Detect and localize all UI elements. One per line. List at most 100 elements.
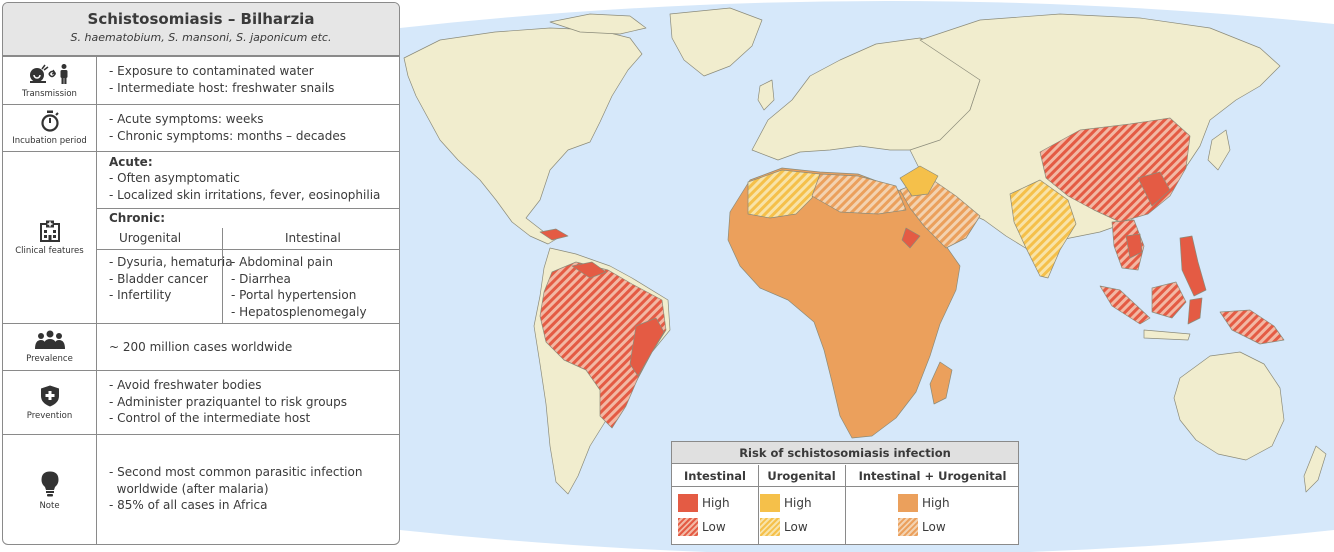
legend-high-label: High: [784, 496, 812, 510]
legend-both-high: High: [898, 494, 950, 512]
clinical-content: Acute: - Often asymptomatic - Localized …: [97, 152, 399, 323]
acute-line: - Often asymptomatic: [109, 171, 240, 185]
intestinal-line: - Hepatosplenomegaly: [231, 304, 367, 319]
brazil-high-zone: [629, 317, 665, 377]
note-line: - Second most common parasitic infection: [109, 465, 363, 479]
australia: [1173, 351, 1285, 461]
swatch-both-high: [898, 494, 918, 512]
legend-column-headers: Intestinal Urogenital Intestinal + Uroge…: [672, 465, 1018, 487]
urogenital-list: - Dysuria, hematuria - Bladder cancer - …: [109, 254, 233, 304]
sulawesi: [1187, 297, 1203, 325]
brazil-intestinal-zone: [539, 261, 667, 429]
legend-low-label: Low: [702, 520, 726, 534]
legend-high-label: High: [702, 496, 730, 510]
incubation-row: Incubation period - Acute symptoms: week…: [3, 104, 399, 151]
transmission-line: - Exposure to contaminated water: [109, 64, 314, 78]
middle-east-urogenital-high: [899, 165, 939, 197]
urogenital-line: - Infertility: [109, 288, 172, 302]
swatch-intestinal-high: [678, 494, 698, 512]
intestinal-list: - Abdominal pain - Diarrhea - Portal hyp…: [231, 254, 367, 320]
swatch-urogenital-high: [760, 494, 780, 512]
clinical-label: Clinical features: [15, 245, 84, 256]
incubation-label: Incubation period: [12, 136, 87, 146]
transmission-content: - Exposure to contaminated water - Inter…: [97, 57, 399, 104]
transmission-icon-cell: Transmission: [3, 57, 97, 104]
card-title: Schistosomiasis – Bilharzia: [87, 10, 315, 28]
transmission-label: Transmission: [22, 88, 77, 99]
transmission-row: Transmission - Exposure to contaminated …: [3, 56, 399, 104]
legend-col-both: Intestinal + Urogenital: [858, 469, 1007, 483]
legend-col-urogenital: Urogenital: [767, 469, 836, 483]
intestinal-heading: Intestinal: [285, 231, 341, 245]
swatch-urogenital-low: [760, 518, 780, 536]
swatch-intestinal-low: [678, 518, 698, 536]
legend-urogenital-high: High: [760, 494, 812, 512]
chronic-heading: Chronic:: [109, 211, 166, 225]
philippines: [1179, 235, 1207, 297]
borneo: [1151, 281, 1187, 319]
venezuela-high-zone: [571, 261, 607, 279]
intestinal-line: - Portal hypertension: [231, 288, 357, 302]
legend-both-low: Low: [898, 518, 946, 536]
map-legend: Risk of schistosomiasis infection Intest…: [671, 441, 1019, 545]
clinical-row: Clinical features Acute: - Often asympto…: [3, 151, 399, 323]
people-icon: [34, 330, 65, 349]
prevention-content: - Avoid freshwater bodies - Administer p…: [97, 371, 399, 434]
japan: [1207, 129, 1231, 171]
shield-cross-icon: [40, 385, 59, 406]
hospital-icon: [39, 220, 60, 242]
caribbean-region: [539, 228, 569, 241]
acute-list: - Often asymptomatic - Localized skin ir…: [109, 170, 380, 203]
prevention-row: Prevention - Avoid freshwater bodies - A…: [3, 370, 399, 434]
note-line: - 85% of all cases in Africa: [109, 498, 268, 512]
north-africa-both-low: [811, 173, 907, 215]
intestinal-line: - Diarrhea: [231, 271, 291, 286]
india-urogenital-low: [1009, 179, 1077, 279]
prevalence-content: ~ 200 million cases worldwide: [97, 324, 399, 370]
card-subtitle: S. haematobium, S. mansoni, S. japonicum…: [70, 31, 332, 44]
stopwatch-icon: [40, 110, 59, 132]
africa: [727, 167, 961, 439]
note-line: worldwide (after malaria): [109, 481, 269, 496]
snail-person-icon: [29, 63, 67, 84]
intestinal-line: - Abdominal pain: [231, 255, 333, 269]
prevention-icon-cell: Prevention: [3, 371, 97, 434]
china-high-zone: [1137, 171, 1171, 207]
prevention-label: Prevention: [26, 410, 73, 421]
info-card: Schistosomiasis – Bilharzia S. haematobi…: [2, 2, 400, 545]
urogenital-heading: Urogenital: [119, 231, 182, 245]
clinical-column-divider: [222, 228, 223, 323]
lightbulb-icon: [41, 471, 58, 496]
madagascar: [929, 361, 953, 405]
urogenital-line: - Bladder cancer: [109, 271, 208, 286]
horn-high-zone: [901, 227, 921, 249]
arctic-islands: [549, 13, 647, 35]
prevention-line: - Control of the intermediate host: [109, 411, 311, 425]
prevention-line: - Administer praziquantel to risk groups: [109, 394, 348, 409]
note-label: Note: [39, 500, 60, 511]
note-icon-cell: Note: [3, 435, 97, 544]
prevalence-icon-cell: Prevalence: [3, 324, 97, 370]
transmission-line: - Intermediate host: freshwater snails: [109, 80, 335, 95]
clinical-subdivider: [97, 249, 399, 250]
prevalence-row: Prevalence ~ 200 million cases worldwide: [3, 323, 399, 370]
swatch-both-low: [898, 518, 918, 536]
incubation-line: - Acute symptoms: weeks: [109, 112, 264, 126]
incubation-icon-cell: Incubation period: [3, 105, 97, 151]
note-content: - Second most common parasitic infection…: [97, 435, 399, 544]
mekong-high-zone: [1125, 233, 1143, 259]
legend-low-label: Low: [922, 520, 946, 534]
incubation-line: - Chronic symptoms: months – decades: [109, 128, 347, 143]
clinical-divider: [97, 208, 399, 209]
legend-divider: [845, 465, 846, 544]
clinical-icon-cell: Clinical features: [3, 152, 97, 323]
prevalence-label: Prevalence: [26, 354, 73, 364]
legend-divider: [758, 465, 759, 544]
incubation-content: - Acute symptoms: weeks - Chronic sympto…: [97, 105, 399, 151]
legend-intestinal-low: Low: [678, 518, 726, 536]
uk: [757, 79, 775, 111]
legend-intestinal-high: High: [678, 494, 730, 512]
acute-line: - Localized skin irritations, fever, eos…: [109, 187, 381, 202]
world-map: [400, 0, 1334, 552]
legend-urogenital-low: Low: [760, 518, 808, 536]
